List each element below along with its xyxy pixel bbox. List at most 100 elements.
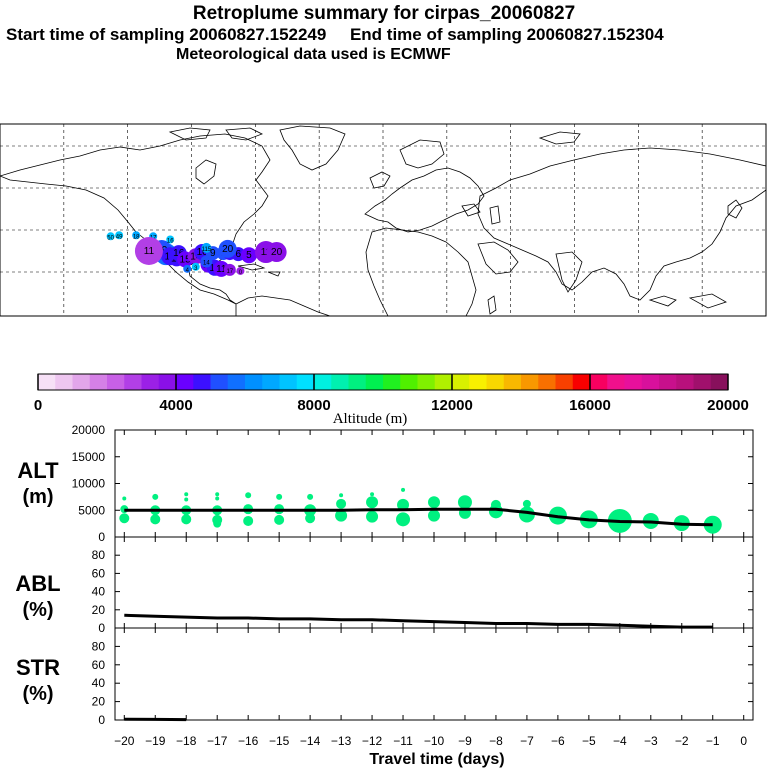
colorbar-swatch xyxy=(641,374,660,390)
panel-unit: (%) xyxy=(22,599,53,621)
y-tick-label: 10000 xyxy=(72,477,106,491)
colorbar-swatches xyxy=(38,374,729,390)
x-axis-label: Travel time (days) xyxy=(369,751,504,768)
colorbar-swatch xyxy=(296,374,315,390)
x-tick-label: −5 xyxy=(582,734,596,748)
panel-alt: 0 5000 10000 15000 20000 ALT (m) xyxy=(17,423,754,544)
colorbar-tick-label: 12000 xyxy=(431,397,473,414)
panel-unit: (%) xyxy=(22,683,53,705)
plume-point-label: 14 xyxy=(203,261,210,267)
colorbar-swatch xyxy=(193,374,211,390)
x-tick-label: −14 xyxy=(300,734,321,748)
colorbar-swatch xyxy=(452,374,470,390)
alt-scatter-point xyxy=(366,510,379,523)
plume-point-label: 11 xyxy=(216,264,227,275)
alt-scatter-point xyxy=(150,514,161,525)
colorbar-swatch xyxy=(624,374,643,390)
world-map: 2019181716151413121110987652011205049181… xyxy=(0,123,767,317)
colorbar-swatch xyxy=(538,374,556,390)
colorbar-swatch xyxy=(400,374,418,390)
altitude-colorbar: 0 4000 8000 12000 16000 20000 Altitude (m) xyxy=(34,373,749,427)
colorbar-swatch xyxy=(245,374,263,390)
x-tick-label: −10 xyxy=(424,734,445,748)
alt-scatter-point xyxy=(522,499,531,508)
y-tick-label: 0 xyxy=(98,713,105,727)
colorbar-swatch xyxy=(227,374,246,390)
plume-point-marker xyxy=(236,266,245,275)
x-tick-label: −19 xyxy=(145,734,166,748)
colorbar-tick-label: 16000 xyxy=(569,397,611,414)
colorbar-swatch xyxy=(434,374,453,390)
plume-point-label: 3 xyxy=(194,266,198,272)
alt-scatter-point xyxy=(335,509,348,522)
y-tick-label: 15000 xyxy=(72,450,106,464)
colorbar-swatch xyxy=(607,374,625,390)
y-tick-label: 40 xyxy=(92,676,106,690)
x-tick-label: −2 xyxy=(675,734,689,748)
plume-point-marker xyxy=(166,235,175,244)
colorbar-swatch xyxy=(710,374,729,390)
colorbar-swatch xyxy=(555,374,574,390)
plume-point-label: 50 xyxy=(107,235,114,241)
y-tick-label: 0 xyxy=(98,621,105,635)
colorbar-swatch xyxy=(365,374,384,390)
x-tick-label: −16 xyxy=(238,734,259,748)
alt-scatter-point xyxy=(703,515,722,534)
plume-point-marker xyxy=(266,242,287,263)
time-series-panels: 0 5000 10000 15000 20000 ALT (m) 0 20 40 60 80 ABL (%… xyxy=(15,423,754,768)
plume-point-label: 16 xyxy=(167,238,174,244)
y-tick-label: 5000 xyxy=(78,503,105,517)
colorbar-axis-label: Altitude (m) xyxy=(333,411,408,427)
colorbar-swatch xyxy=(314,374,332,390)
colorbar-swatch xyxy=(572,374,591,390)
x-tick-label: −8 xyxy=(489,734,503,748)
x-tick-label: −20 xyxy=(114,734,135,748)
plume-point-label: 4 xyxy=(186,268,190,274)
panel-label: ALT xyxy=(17,458,59,483)
colorbar-swatch xyxy=(659,374,677,390)
alt-scatter-point xyxy=(122,496,127,501)
alt-scatter-point xyxy=(215,492,220,497)
colorbar-swatch xyxy=(331,374,349,390)
panel-label: STR xyxy=(16,655,60,680)
y-tick-label: 20000 xyxy=(72,423,106,437)
x-tick-label: −18 xyxy=(176,734,197,748)
x-tick-label: −17 xyxy=(207,734,228,748)
plume-point-marker xyxy=(191,262,200,271)
alt-scatter-point xyxy=(336,498,347,509)
x-tick-label: −3 xyxy=(644,734,658,748)
y-tick-label: 60 xyxy=(92,566,106,580)
x-tick-label: −12 xyxy=(362,734,383,748)
plume-point-label: 17 xyxy=(226,269,233,275)
x-tick-label: −9 xyxy=(458,734,472,748)
alt-scatter-point xyxy=(401,487,406,492)
alt-scatter-point xyxy=(396,512,411,527)
plume-point-label: 20 xyxy=(222,244,234,255)
colorbar-swatch xyxy=(89,374,108,390)
plume-point-marker xyxy=(134,237,163,265)
alt-scatter-point xyxy=(184,492,189,497)
panel-label: ABL xyxy=(15,571,60,596)
alt-scatter-point xyxy=(184,497,189,502)
map-gridlines xyxy=(0,124,766,316)
panel-abl: 0 20 40 60 80 ABL (%) xyxy=(15,536,754,635)
colorbar-tick-label: 4000 xyxy=(159,397,192,414)
plume-point-marker xyxy=(115,231,124,240)
series-line xyxy=(124,613,713,629)
alt-scatter-point xyxy=(339,493,344,498)
plume-point-label: 9 xyxy=(210,248,216,259)
alt-scatter-point xyxy=(245,492,252,499)
alt-scatter-point xyxy=(119,513,130,524)
y-tick-label: 20 xyxy=(92,603,106,617)
plume-point-marker xyxy=(201,242,212,253)
plume-point-label: 16 xyxy=(173,248,185,259)
plume-point-marker xyxy=(200,255,213,268)
colorbar-swatch xyxy=(503,374,522,390)
plume-point-marker xyxy=(106,232,115,241)
x-axis: −20 −19 −18 −17 −16 −15 −14 −13 −12 −11 −10 −9 −8 −7−… xyxy=(114,734,747,768)
panel-unit: (m) xyxy=(22,486,53,508)
colorbar-swatch xyxy=(693,374,712,390)
alt-scatter-point xyxy=(276,493,283,500)
colorbar-swatch xyxy=(469,374,487,390)
